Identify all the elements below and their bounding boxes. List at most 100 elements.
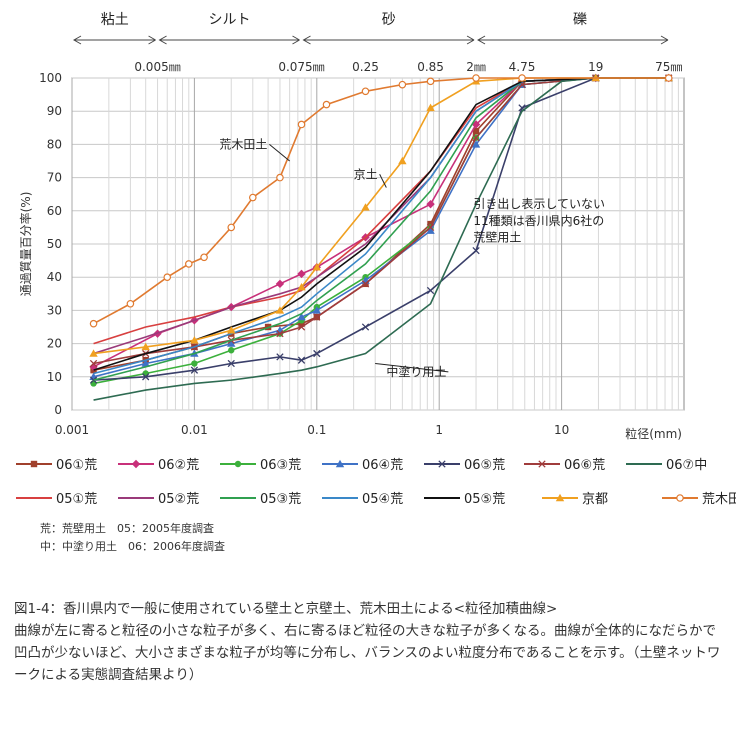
series-point	[200, 253, 208, 262]
region-arrow-right	[466, 35, 475, 45]
series-point	[361, 280, 370, 288]
region-arrow-right	[148, 35, 156, 45]
series-point	[126, 299, 135, 308]
x-tick-label: 1	[435, 423, 443, 437]
region-arrow-left	[302, 35, 311, 45]
x-tick-label: 0.01	[181, 423, 208, 437]
legend-marker	[538, 460, 546, 468]
y-tick-label: 0	[54, 403, 62, 417]
series-point	[248, 193, 257, 202]
y-axis-label: 通過質量百分率(%)	[18, 192, 33, 297]
legend-label: 京都	[582, 492, 608, 507]
sieve-label: 2㎜	[466, 60, 486, 74]
legend-marker	[555, 493, 565, 502]
series-point	[426, 223, 435, 232]
sieve-label: 4.75	[509, 60, 536, 74]
legend-label: 05③荒	[260, 492, 301, 507]
series-point	[227, 326, 236, 334]
series-point	[141, 359, 150, 367]
series-point	[227, 223, 236, 232]
y-tick-label: 30	[47, 303, 62, 317]
series-point	[276, 353, 284, 361]
sieve-label: 0.005㎜	[134, 60, 180, 74]
note-line: 荒：荒壁用土 05：2005年度調査	[40, 522, 214, 535]
caption-body: 曲線が左に寄ると粒径の小さな粒子が多く、右に寄るほど粒径の大きな粒子が多くなる。…	[14, 623, 721, 683]
series-point	[142, 373, 150, 381]
series-point	[472, 127, 480, 135]
series-point	[297, 120, 306, 129]
figure-caption: 図1-4：香川県内で一般に使用されている壁土と京壁土、荒木田土による<粒径加積曲…	[14, 598, 726, 686]
particle-size-chart: 0 10 20 30 40 50 60 70 80 90 100 0.001 0.01 0.1 1 10 粒径(…	[16, 12, 736, 507]
series-point	[312, 263, 321, 271]
series-point	[472, 134, 480, 142]
y-tick-label: 60	[47, 204, 62, 218]
legend-label: 06⑦中	[666, 458, 707, 473]
series-point	[664, 74, 673, 82]
series-point	[398, 80, 407, 89]
legend-label: 05⑤荒	[464, 492, 505, 507]
legend-marker	[234, 460, 242, 468]
annotation-pointer	[269, 144, 290, 162]
series-point	[89, 349, 98, 357]
series-point	[141, 342, 150, 351]
series-point	[312, 306, 321, 314]
series-point	[471, 120, 481, 129]
y-tick-label: 70	[47, 171, 62, 185]
legend-label: 05①荒	[56, 492, 97, 507]
series-point	[426, 199, 435, 209]
series-point	[227, 339, 236, 347]
region-arrow-left	[72, 35, 82, 45]
series-point	[191, 360, 198, 367]
sieve-label: 0.075㎜	[278, 60, 324, 74]
y-tick-label: 100	[39, 71, 62, 85]
series-point	[297, 282, 306, 291]
sieve-label: 0.85	[417, 60, 444, 74]
y-tick-label: 90	[47, 104, 62, 118]
series-line	[93, 77, 669, 401]
chart-annotation: 荒木田土	[219, 137, 267, 151]
series-point	[426, 77, 435, 86]
series-point	[276, 329, 284, 338]
series-point	[297, 269, 306, 279]
series-point	[471, 140, 481, 148]
series-point	[322, 100, 331, 109]
series-line	[93, 77, 669, 325]
series-point	[275, 279, 285, 289]
series-point	[190, 366, 199, 374]
series-point	[90, 380, 97, 387]
series-point	[297, 323, 306, 331]
series-point	[275, 306, 285, 314]
series-point	[228, 347, 235, 354]
sieve-label: 0.25	[352, 60, 379, 74]
series-point	[398, 156, 407, 165]
series-point	[89, 359, 98, 368]
legend-label: 06④荒	[362, 458, 403, 473]
region-arrow-left	[158, 35, 167, 45]
chart-annotation: 京土	[354, 167, 378, 181]
y-tick-label: 20	[47, 337, 62, 351]
region-label: 粘土	[101, 12, 129, 28]
x-axis-label: 粒径(mm)	[625, 426, 682, 441]
series-point	[184, 260, 193, 268]
series-point	[163, 273, 172, 282]
y-tick-label: 50	[47, 237, 62, 251]
series-point	[298, 320, 305, 327]
legend-label: 05④荒	[362, 492, 403, 507]
series-point	[361, 203, 370, 211]
region-label: シルト	[209, 12, 251, 28]
series-point	[472, 74, 480, 82]
region-label: 礫	[573, 12, 587, 28]
caption-title: 図1-4：香川県内で一般に使用されている壁土と京壁土、荒木田土による<粒径加積曲…	[14, 601, 558, 617]
legend-notes: 荒：荒壁用土 05：2005年度調査 中：中塗り用土 06：2006年度調査	[40, 520, 225, 556]
region-label: 砂	[382, 12, 396, 28]
series-point	[361, 323, 370, 331]
x-tick-label: 10	[554, 423, 569, 437]
legend-label: 荒木田	[702, 492, 736, 507]
chart-annotation: 中塗り用土	[386, 364, 446, 379]
series-point	[361, 87, 370, 96]
series-point	[427, 220, 434, 228]
sieve-label: 75㎜	[655, 60, 682, 74]
annotation-pointer	[379, 174, 387, 188]
region-arrow-right	[660, 35, 669, 45]
x-tick-label: 0.001	[55, 423, 89, 437]
